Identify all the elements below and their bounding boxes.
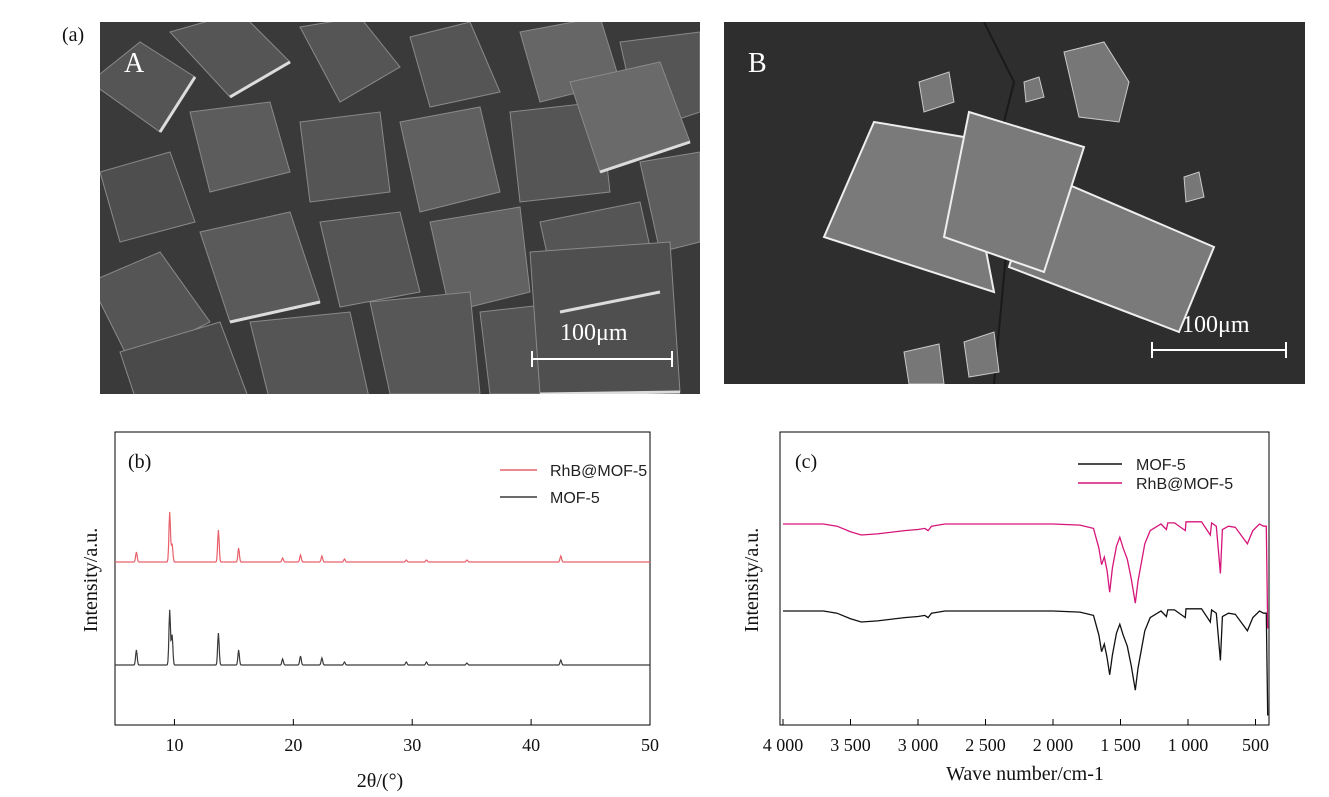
ftir-tick-label-5: 1 500 — [1100, 735, 1141, 755]
xrd-tick-label-20: 20 — [284, 735, 302, 755]
ftir-tick-label-2: 3 000 — [898, 735, 939, 755]
ftir-tick-label-6: 1 000 — [1168, 735, 1209, 755]
ftir-tick-label-4: 2 000 — [1033, 735, 1074, 755]
legend-label-mof5-ir: MOF-5 — [1136, 457, 1186, 474]
xrd-y-axis-label: Intensity/a.u. — [80, 528, 102, 632]
xrd-tick-label-40: 40 — [522, 735, 540, 755]
xrd-series-line-0 — [115, 511, 650, 563]
sem-tag-b: B — [748, 48, 767, 79]
ftir-x-axis-label: Wave number/cm-1 — [946, 763, 1104, 785]
xrd-chart: (b) 10 20 30 40 50 2θ/(°) Intensity/a.u. RhB… — [80, 431, 659, 792]
ftir-series — [783, 521, 1269, 716]
ftir-plot-frame — [779, 431, 1270, 726]
legend-label-mof5: MOF-5 — [550, 490, 600, 507]
sem-crystals-a — [100, 22, 700, 394]
scale-label-a: 100μm — [560, 320, 628, 346]
xrd-tick-label-30: 30 — [403, 735, 421, 755]
legend-label-rhb-mof5-ir: RhB@MOF-5 — [1136, 476, 1233, 493]
ftir-y-axis-label: Intensity/a.u. — [741, 528, 763, 632]
scale-label-b: 100μm — [1182, 312, 1250, 338]
ftir-legend: MOF-5 RhB@MOF-5 — [1078, 457, 1233, 493]
scale-bar-a — [531, 351, 673, 367]
sem-image-b: B 100μm — [724, 22, 1305, 384]
xrd-x-axis-label: 2θ/(°) — [357, 770, 403, 792]
ftir-x-ticks: 4 000 3 500 3 000 2 500 2 000 1 500 1 000 500 — [763, 719, 1269, 755]
ftir-series-line-0 — [783, 608, 1269, 716]
xrd-tick-label-50: 50 — [641, 735, 659, 755]
panel-label-c: (c) — [795, 451, 817, 473]
xrd-x-ticks: 10 20 30 40 50 — [165, 719, 659, 755]
ftir-tick-label-1: 3 500 — [830, 735, 871, 755]
panel-label-b: (b) — [128, 451, 151, 473]
sem-tag-a: A — [124, 48, 145, 79]
ftir-tick-label-0: 4 000 — [763, 735, 804, 755]
xrd-series-line-1 — [115, 609, 650, 666]
ftir-tick-label-7: 500 — [1242, 735, 1269, 755]
xrd-plot-frame — [114, 431, 651, 726]
ftir-tick-label-3: 2 500 — [965, 735, 1006, 755]
legend-label-rhb-mof5: RhB@MOF-5 — [550, 463, 647, 480]
ftir-chart: (c) 4 000 3 500 3 000 2 500 2 000 1 500 1 000 5… — [741, 431, 1270, 785]
xrd-legend: RhB@MOF-5 MOF-5 — [500, 463, 647, 507]
xrd-tick-label-10: 10 — [165, 735, 183, 755]
panel-label-a: (a) — [62, 24, 85, 46]
sem-image-a: A 100μm — [100, 22, 700, 394]
xrd-series — [115, 511, 650, 666]
sem-crystals-b — [822, 22, 1216, 384]
ftir-series-line-1 — [783, 521, 1269, 629]
scale-bar-b — [1151, 342, 1287, 358]
